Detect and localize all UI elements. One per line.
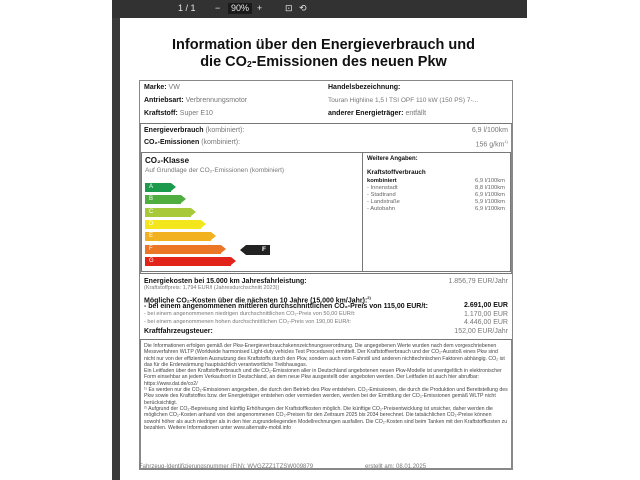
zoom-in-button[interactable]: + <box>257 3 263 13</box>
footnotes: Die Informationen erfolgen gemäß der Pkw… <box>144 343 508 431</box>
rotate-icon[interactable]: ⟲ <box>299 3 307 13</box>
kraftstoff-value: Super E10 <box>179 110 213 117</box>
consumption-value: 5,9 l/100km <box>475 199 505 205</box>
consumption-row: kombiniert 6,9 l/100km <box>367 178 505 185</box>
steuer-label: Kraftfahrzeugsteuer: <box>144 328 213 335</box>
weitere-section: Weitere Angaben: Kraftstoffverbrauch kom… <box>362 152 511 272</box>
note-p3: ¹⁾ Es werden nur die CO₂-Emissionen ange… <box>144 387 508 406</box>
consumption-row: - Stadtrand 6,9 l/100km <box>367 192 505 199</box>
preis-note: (Kraftstoffpreis: 1,794 EUR/l (Jahresdur… <box>144 285 280 291</box>
current-class-letter: F <box>246 245 270 255</box>
energie-value: 1.856,79 EUR/Jahr <box>448 278 508 285</box>
vehicle-section: Marke: VW Antriebsart: Verbrennungsmotor… <box>140 81 512 124</box>
note-p4: ²⁾ Aufgrund der CO₂-Bepreisung sind künf… <box>144 405 508 431</box>
co2-class-bar-d: D <box>145 219 206 229</box>
co2-class-bar-g: G <box>145 256 236 266</box>
consumption-value: 6,9 l/100km <box>475 192 505 198</box>
co2-class-bar-a: A <box>145 183 176 192</box>
consumption-label: - Landstraße <box>367 199 400 205</box>
consumption-label: - Stadtrand <box>367 192 396 198</box>
consumption-label: - Autobahn <box>367 206 396 212</box>
kombiniert-label-2: (kombiniert): <box>201 139 241 146</box>
handel-value: Touran Highline 1,5 l TSI OPF 110 kW (15… <box>328 97 479 104</box>
co2-class-bar-f: F <box>145 244 226 254</box>
pdf-toolbar: 1 / 1 − 90% + ⊡ ⟲ <box>112 0 527 18</box>
zoom-out-button[interactable]: − <box>215 3 221 13</box>
co2-costs-note: 2) <box>367 295 371 300</box>
viewer-sidebar-edge <box>112 18 120 480</box>
steuer-value: 152,00 EUR/Jahr <box>454 328 508 335</box>
t2a: die CO <box>200 54 247 70</box>
niedrig-label: - bei einem angenommenen niedrigen durch… <box>144 311 356 317</box>
consumption-value: 6,9 l/100km <box>475 206 505 212</box>
consumption-row: - Autobahn 6,9 l/100km <box>367 206 505 213</box>
co2-class-bar-e: E <box>145 232 216 242</box>
kombiniert-label: (kombiniert): <box>205 127 245 134</box>
note-p1: Die Informationen erfolgen gemäß der Pkw… <box>144 343 505 368</box>
anderer-value: entfällt <box>405 110 427 117</box>
kraftstoff-label: Kraftstoff: <box>144 110 178 117</box>
verbrauch-value: 6,9 l/100km <box>471 127 508 134</box>
title-line-2: die CO2-Emissionen des neuen Pkw <box>120 54 527 73</box>
fit-page-icon[interactable]: ⊡ <box>285 3 293 13</box>
handel-label: Handelsbezeichnung: <box>328 84 401 91</box>
co2-note: 1) <box>504 139 508 144</box>
marke-value: VW <box>168 84 180 91</box>
consumption-row: - Landstraße 5,9 l/100km <box>367 199 505 206</box>
verbrauch-label: Energieverbrauch <box>144 127 204 134</box>
document-title: Information über den Energieverbrauch un… <box>120 37 527 73</box>
t2sub: 2 <box>246 59 252 69</box>
co2-value: 156 g/km <box>475 141 505 149</box>
co2-class-title: CO₂-Klasse <box>145 156 190 165</box>
costs-section: Energiekosten bei 15.000 km Jahresfahrle… <box>140 273 512 340</box>
antrieb-label: Antriebsart: <box>144 97 184 104</box>
page-indicator[interactable]: 1 / 1 <box>178 3 196 13</box>
created-date: erstellt am: 08.01.2025 <box>365 464 427 470</box>
co2-costs-title: Mögliche CO₂-Kosten über die nächsten 10… <box>144 297 368 305</box>
consumption-label: - Innenstadt <box>367 185 398 191</box>
mittel-label: - bei einem angenommenen mittleren durch… <box>144 303 428 310</box>
consumption-value: 8,8 l/100km <box>475 185 505 191</box>
energie-label: Energiekosten bei 15.000 km Jahresfahrle… <box>144 278 307 285</box>
hoch-label: - bei einem angenommenen hohen durchschn… <box>144 319 352 325</box>
marke-label: Marke: <box>144 84 167 91</box>
zoom-level[interactable]: 90% <box>228 3 253 14</box>
co2-class-subtitle: Auf Grundlage der CO₂-Emissionen (kombin… <box>145 167 285 174</box>
niedrig-value: 1.170,00 EUR <box>464 311 508 318</box>
weitere-title: Weitere Angaben: <box>367 156 418 162</box>
anderer-label: anderer Energieträger: <box>328 110 404 117</box>
antrieb-value: Verbrennungsmotor <box>185 97 248 104</box>
title-line-1: Information über den Energieverbrauch un… <box>172 37 475 53</box>
co2-class-bar-b: B <box>145 195 186 205</box>
mittel-value: 2.691,00 EUR <box>464 302 508 309</box>
consumption-value: 6,9 l/100km <box>475 178 505 184</box>
kv-title: Kraftstoffverbrauch <box>367 169 426 176</box>
consumption-label: kombiniert <box>367 178 397 184</box>
fin: Fahrzeug-Identifizierungsnummer (FIN): W… <box>139 464 314 470</box>
note-p2: Ein Leitfaden über den Kraftstoffverbrau… <box>144 368 502 387</box>
hoch-value: 4.446,00 EUR <box>464 319 508 326</box>
t2b: -Emissionen des neuen Pkw <box>251 54 447 70</box>
co2-class-bar-c: C <box>145 207 196 217</box>
consumption-row: - Innenstadt 8,8 l/100km <box>367 185 505 192</box>
co2-label: CO₂-Emissionen <box>144 139 200 146</box>
current-class-marker: F <box>240 245 270 255</box>
